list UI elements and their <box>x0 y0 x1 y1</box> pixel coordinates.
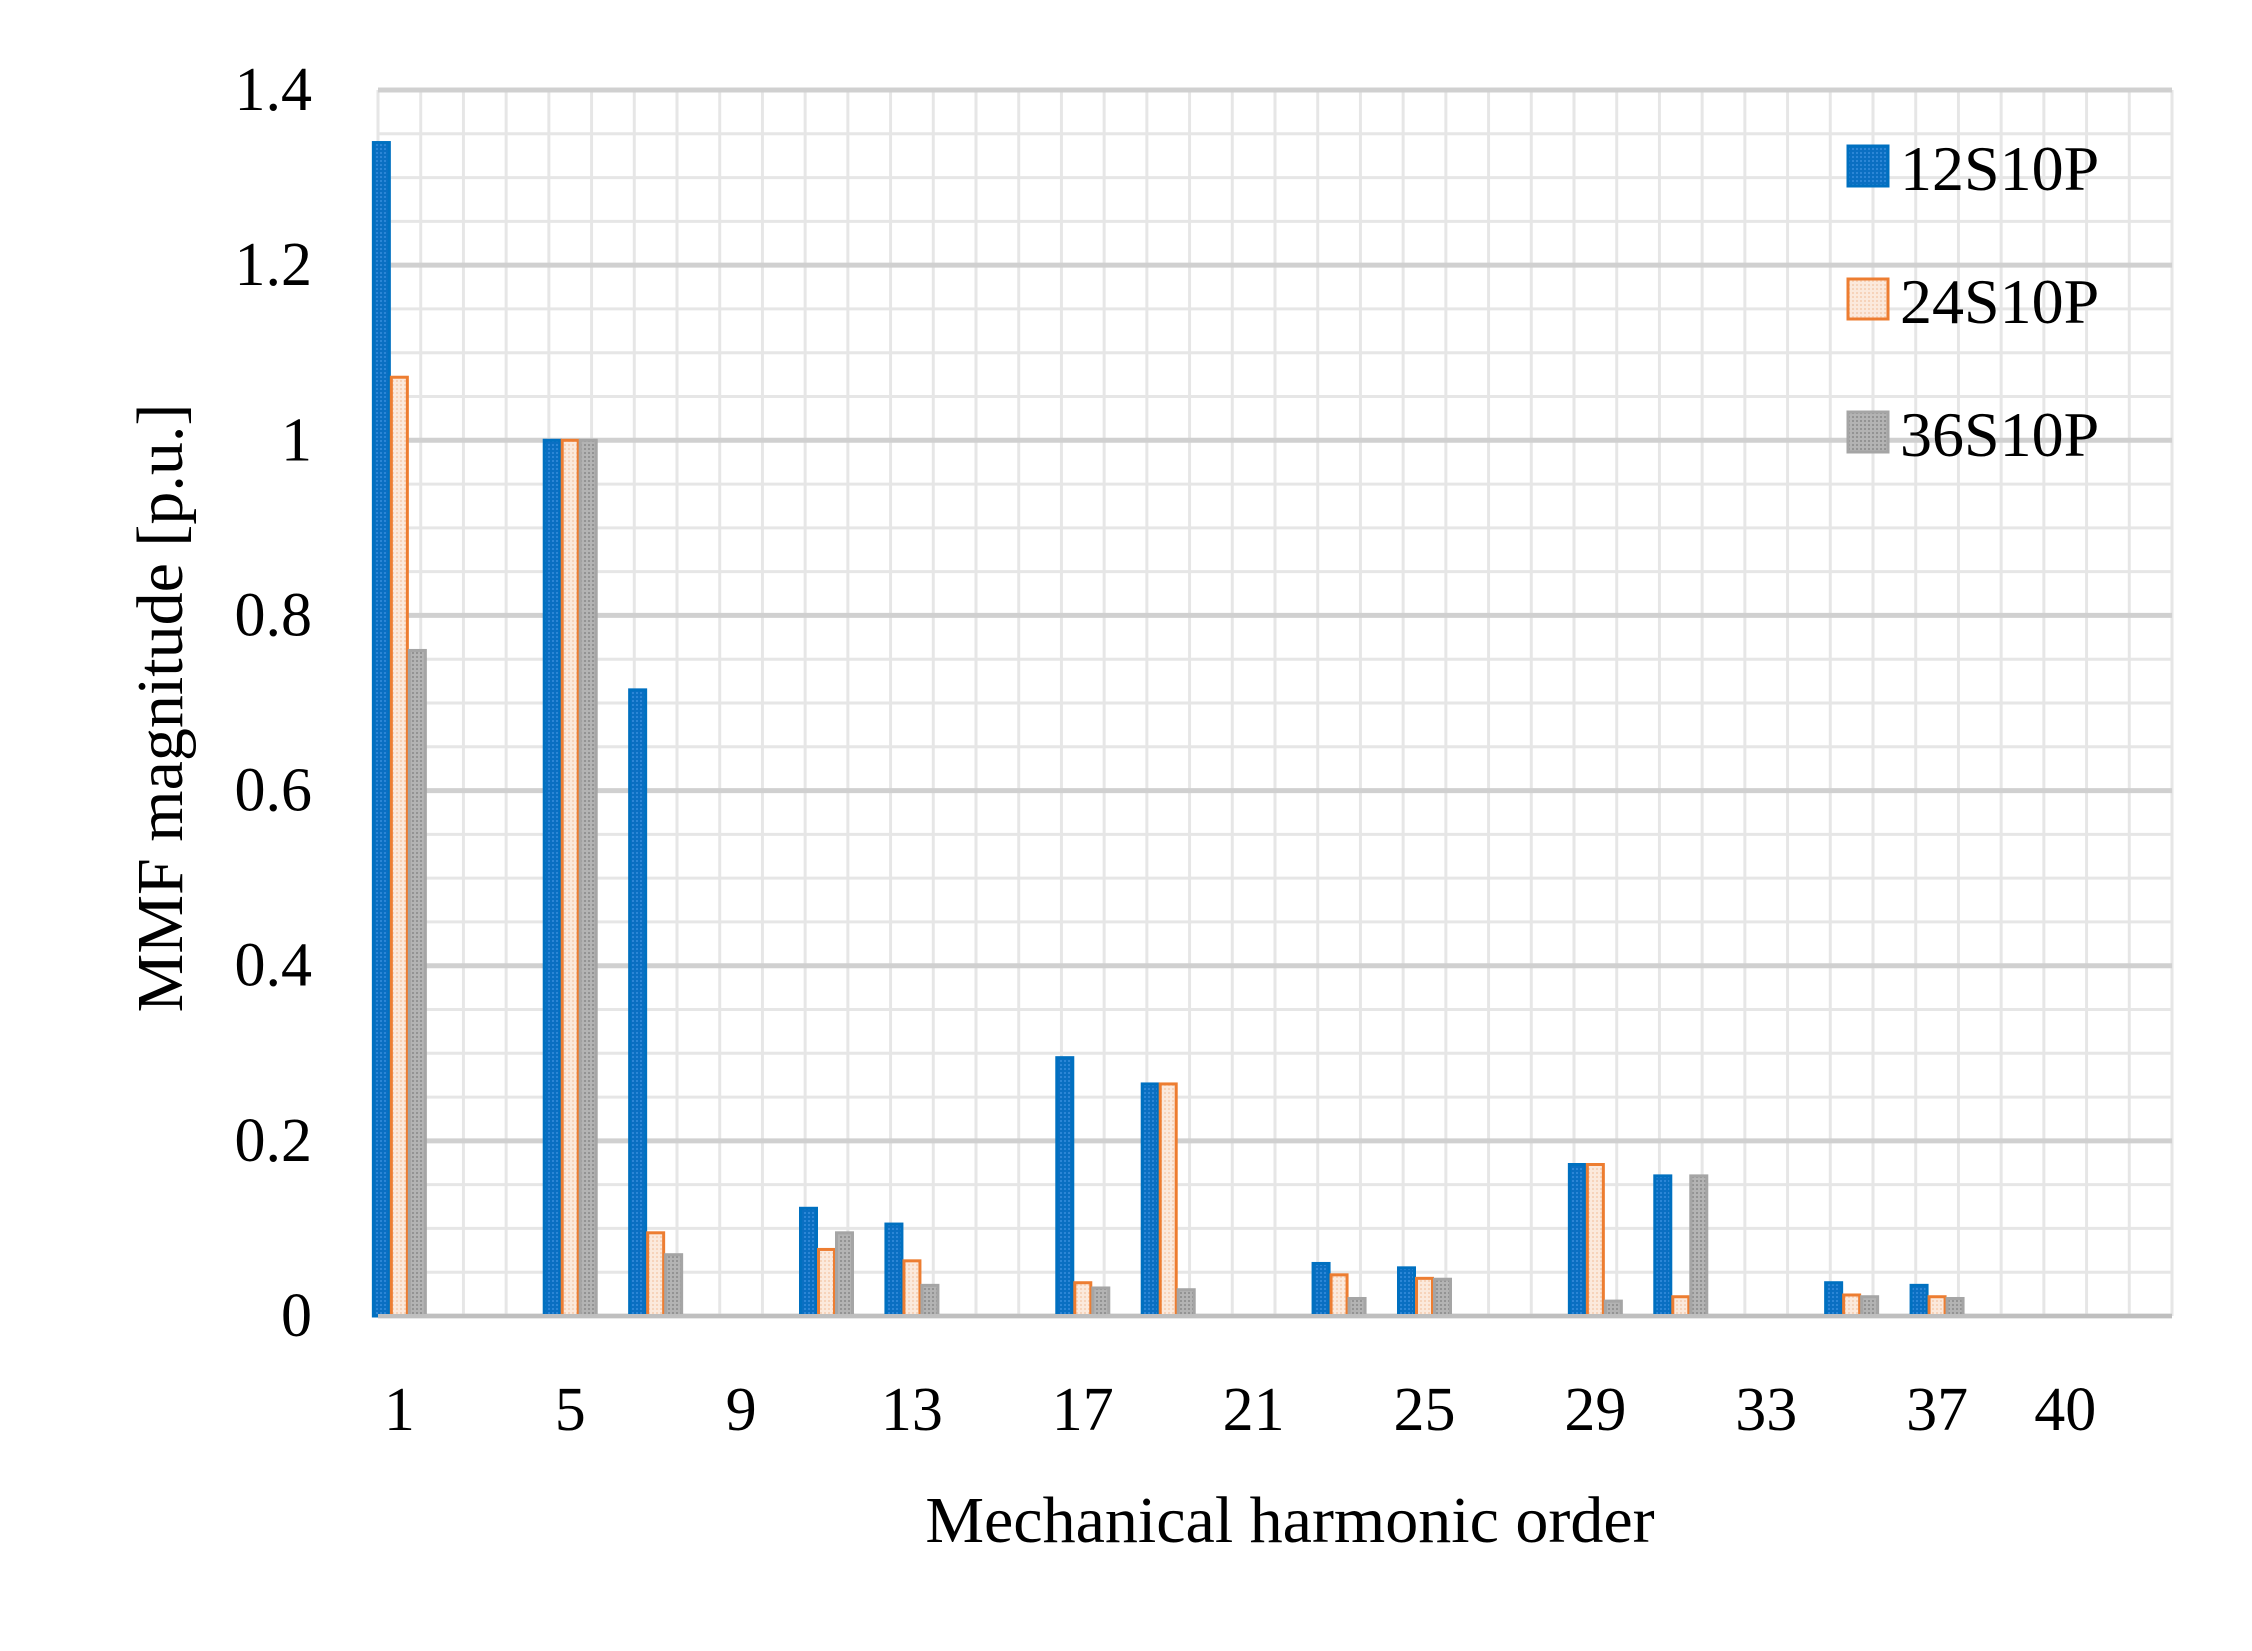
minor-gridlines <box>376 88 2174 1318</box>
y-tick-label: 1.4 <box>235 56 313 124</box>
bar-36s10p-h19 <box>1176 1288 1196 1318</box>
y-tick-label: 0 <box>281 1282 312 1350</box>
legend-label-36s10p: 36S10P <box>1900 399 2099 470</box>
y-tick-label: 0.6 <box>235 757 313 825</box>
bar-24s10p-h1 <box>389 375 409 1318</box>
bar-36s10p-h13 <box>920 1283 940 1318</box>
bar-36s10p-h29 <box>1603 1299 1623 1318</box>
bar-24s10p-h25 <box>1415 1276 1434 1318</box>
bar-36s10p-h17 <box>1091 1286 1111 1318</box>
bar-12s10p-h29 <box>1567 1163 1587 1318</box>
bar-24s10p-h19 <box>1158 1082 1178 1318</box>
x-tick-label: 17 <box>1052 1376 1114 1444</box>
bars <box>371 141 1965 1318</box>
x-tick-label: 25 <box>1394 1376 1456 1444</box>
legend: 12S10P 24S10P 36S10P <box>1846 133 2099 470</box>
x-axis-title: Mechanical harmonic order <box>925 1484 1654 1557</box>
y-tick-labels: 0 0.2 0.4 0.6 0.8 1 1.2 1.4 <box>235 56 313 1350</box>
bar-12s10p-h11 <box>799 1206 818 1318</box>
bar-12s10p-h25 <box>1397 1266 1416 1318</box>
bar-12s10p-h37 <box>1909 1283 1929 1318</box>
y-axis-title: MMF magnitude [p.u.] <box>124 404 197 1013</box>
bar-12s10p-h17 <box>1055 1056 1075 1318</box>
x-tick-label: 13 <box>881 1376 943 1444</box>
bar-36s10p-h5 <box>578 438 598 1318</box>
bar-36s10p-h25 <box>1433 1277 1452 1318</box>
bar-36s10p-h23 <box>1347 1296 1367 1318</box>
bar-36s10p-h37 <box>1945 1296 1965 1318</box>
bar-24s10p-h23 <box>1329 1273 1349 1318</box>
bar-24s10p-h37 <box>1927 1295 1947 1318</box>
x-tick-label: 29 <box>1564 1376 1626 1444</box>
bar-24s10p-h35 <box>1842 1293 1862 1318</box>
x-tick-label: 1 <box>384 1376 415 1444</box>
bar-12s10p-h23 <box>1311 1261 1331 1318</box>
y-tick-label: 0.2 <box>235 1107 313 1175</box>
bar-12s10p-h31 <box>1653 1174 1673 1318</box>
bar-12s10p-h13 <box>884 1222 904 1318</box>
bar-36s10p-h11 <box>835 1231 854 1318</box>
bar-36s10p-h31 <box>1689 1174 1709 1318</box>
bar-12s10p-h5 <box>542 438 562 1318</box>
bar-12s10p-h19 <box>1140 1082 1160 1318</box>
bar-24s10p-h11 <box>817 1247 836 1318</box>
x-tick-labels: 1 5 9 13 17 21 25 29 33 37 40 <box>384 1376 2096 1444</box>
bar-24s10p-h5 <box>560 438 580 1318</box>
bar-12s10p-h1 <box>371 141 391 1318</box>
y-tick-label: 0.4 <box>235 932 313 1000</box>
bar-36s10p-h35 <box>1860 1295 1880 1318</box>
x-tick-label: 5 <box>555 1376 586 1444</box>
bar-24s10p-h13 <box>902 1259 922 1318</box>
bar-24s10p-h29 <box>1585 1163 1605 1318</box>
legend-label-24s10p: 24S10P <box>1900 266 2099 337</box>
x-tick-label: 21 <box>1223 1376 1285 1444</box>
x-tick-label: 9 <box>726 1376 757 1444</box>
legend-swatch-36s10p <box>1846 410 1890 454</box>
x-tick-label: 33 <box>1735 1376 1797 1444</box>
legend-swatch-12s10p <box>1846 144 1890 188</box>
bar-12s10p-h7 <box>628 688 648 1318</box>
y-tick-label: 1 <box>281 406 312 474</box>
y-tick-label: 1.2 <box>235 231 313 299</box>
legend-swatch-24s10p <box>1846 277 1890 321</box>
x-tick-label: 40 <box>2034 1376 2096 1444</box>
bar-24s10p-h31 <box>1671 1295 1691 1318</box>
bar-24s10p-h17 <box>1073 1281 1093 1318</box>
legend-label-12s10p: 12S10P <box>1900 133 2099 204</box>
y-tick-label: 0.8 <box>235 581 313 649</box>
bar-36s10p-h7 <box>664 1253 684 1318</box>
x-tick-label: 37 <box>1906 1376 1968 1444</box>
bar-12s10p-h35 <box>1824 1281 1844 1318</box>
bar-36s10p-h1 <box>407 648 427 1318</box>
bar-24s10p-h7 <box>646 1231 666 1318</box>
